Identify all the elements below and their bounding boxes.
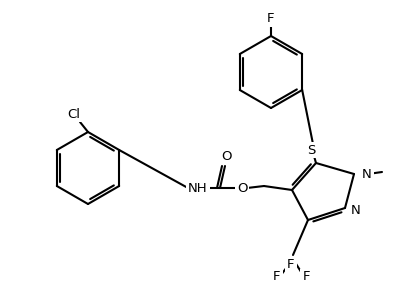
Text: S: S	[307, 144, 315, 156]
Text: N: N	[362, 168, 372, 180]
Text: N: N	[351, 205, 361, 217]
Text: O: O	[221, 150, 231, 162]
Text: Cl: Cl	[68, 107, 80, 121]
Text: F: F	[287, 258, 295, 272]
Text: O: O	[237, 182, 247, 194]
Text: F: F	[273, 270, 281, 284]
Text: F: F	[302, 270, 310, 284]
Text: F: F	[267, 13, 275, 25]
Text: NH: NH	[188, 182, 208, 194]
